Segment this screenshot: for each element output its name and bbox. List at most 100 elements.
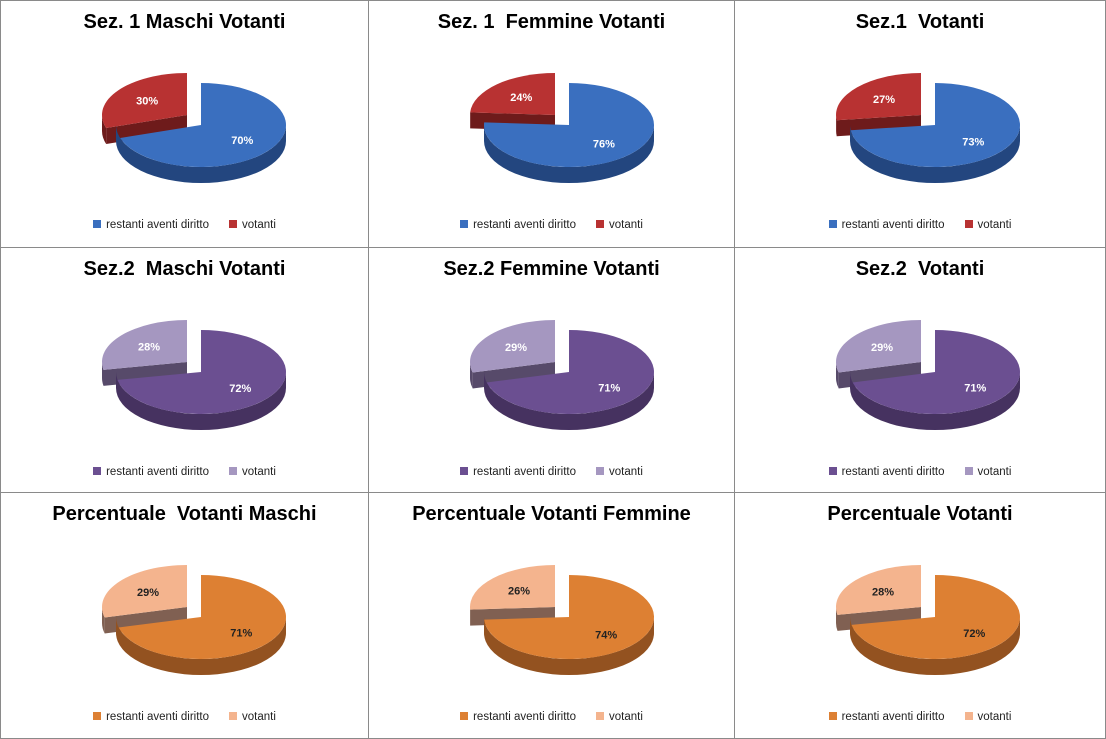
legend-label: votanti (609, 466, 643, 478)
legend-label: votanti (977, 219, 1012, 231)
legend-swatch (828, 467, 837, 475)
legend-item-restanti: restanti aventi diritto (460, 219, 576, 231)
legend-label: restanti aventi diritto (106, 466, 210, 478)
slice-label-restanti: 71% (230, 627, 252, 639)
chart-cell: Sez.2 Votanti 71% 29% restanti aventi dirit… (734, 247, 1106, 493)
legend-item-votanti: votanti (964, 219, 1012, 231)
legend-swatch (964, 220, 973, 228)
legend-swatch (828, 712, 837, 720)
chart-legend: restanti aventi diritto votanti (735, 711, 1105, 723)
pie-chart-svg: 76% 24% (470, 73, 654, 183)
legend-swatch (596, 712, 605, 720)
slice-label-restanti: 71% (598, 382, 620, 394)
legend-label: restanti aventi diritto (473, 711, 577, 723)
pie-slice-restanti (484, 575, 654, 675)
legend-label: votanti (242, 219, 276, 231)
legend-item-votanti: votanti (229, 466, 276, 478)
legend-swatch (229, 467, 238, 475)
pie-slice-votanti (101, 73, 187, 144)
legend-label: restanti aventi diritto (106, 219, 210, 231)
legend-item-restanti: restanti aventi diritto (828, 466, 945, 478)
pie-chart-svg: 72% 28% (836, 565, 1020, 675)
chart-title: Sez.2 Maschi Votanti (83, 258, 286, 280)
pie-chart-svg: 71% 29% (101, 565, 286, 675)
slice-label-restanti: 76% (593, 138, 615, 150)
chart-title: Sez.2 Femmine Votanti (443, 258, 660, 280)
legend-label: votanti (977, 466, 1012, 478)
legend-label: restanti aventi diritto (106, 711, 210, 723)
legend-swatch (460, 712, 469, 720)
chart-title: Sez.2 Votanti (855, 258, 985, 280)
legend-item-restanti: restanti aventi diritto (93, 219, 209, 231)
legend-label: restanti aventi diritto (473, 466, 577, 478)
chart-legend: restanti aventi diritto votanti (369, 466, 734, 478)
legend-swatch (93, 712, 102, 720)
slice-label-votanti: 24% (510, 92, 532, 104)
legend-label: restanti aventi diritto (473, 219, 577, 231)
chart-title: Sez. 1 Maschi Votanti (83, 11, 286, 33)
legend-item-restanti: restanti aventi diritto (460, 466, 576, 478)
legend-item-restanti: restanti aventi diritto (93, 711, 209, 723)
legend-item-votanti: votanti (964, 711, 1011, 723)
pie-chart-svg: 74% 26% (470, 565, 654, 675)
pie-slice-restanti (484, 83, 654, 183)
chart-cell: Percentuale Votanti Maschi 71% 29% restanti… (0, 492, 369, 739)
legend-item-votanti: votanti (596, 219, 643, 231)
pie-chart-svg: 70% 30% (101, 73, 287, 183)
slice-label-restanti: 74% (595, 629, 617, 641)
pie-chart-svg: 71% 29% (470, 320, 654, 430)
legend-swatch (93, 467, 102, 475)
legend-swatch (828, 220, 837, 228)
legend-item-restanti: restanti aventi diritto (460, 711, 576, 723)
legend-swatch (596, 220, 605, 228)
chart-legend: restanti aventi diritto votanti (369, 219, 734, 231)
legend-item-votanti: votanti (964, 466, 1012, 478)
chart-cell: Sez. 1 Femmine Votanti 76% 24% restanti ave… (368, 0, 735, 248)
pie-slice-restanti (116, 330, 286, 430)
legend-item-restanti: restanti aventi diritto (93, 466, 209, 478)
pie-chart-svg: 72% 28% (102, 320, 286, 430)
legend-label: votanti (242, 466, 276, 478)
legend-swatch (964, 467, 973, 475)
legend-swatch (229, 712, 238, 720)
legend-item-restanti: restanti aventi diritto (828, 219, 945, 231)
legend-label: votanti (609, 711, 643, 723)
legend-swatch (964, 712, 973, 720)
legend-swatch (460, 220, 469, 228)
chart-legend: restanti aventi diritto votanti (1, 466, 368, 478)
pie-slice-restanti (116, 575, 286, 675)
chart-cell: Percentuale Votanti 72% 28% restanti aventi… (734, 492, 1106, 739)
chart-cell: Percentuale Votanti Femmine 74% 26% restant… (368, 492, 735, 739)
slice-label-restanti: 72% (229, 383, 251, 395)
legend-item-votanti: votanti (596, 466, 643, 478)
chart-title: Percentuale Votanti Maschi (52, 503, 317, 525)
chart-title: Sez. 1 Femmine Votanti (437, 11, 666, 33)
legend-item-votanti: votanti (229, 219, 276, 231)
pie-slice-restanti (484, 330, 654, 430)
slice-label-restanti: 73% (962, 137, 984, 149)
legend-label: restanti aventi diritto (841, 711, 945, 723)
slice-label-votanti: 29% (137, 587, 159, 599)
legend-swatch (460, 467, 469, 475)
chart-legend: restanti aventi diritto votanti (1, 711, 368, 723)
legend-item-votanti: votanti (229, 711, 276, 723)
legend-swatch (596, 467, 605, 475)
chart-cell: Sez.1 Votanti 73% 27% restanti aventi dirit… (734, 0, 1106, 248)
legend-label: restanti aventi diritto (841, 219, 945, 231)
chart-cell: Sez. 1 Maschi Votanti 70% 30% restanti aven… (0, 0, 369, 248)
slice-label-restanti: 71% (964, 382, 986, 394)
slice-label-restanti: 72% (963, 628, 985, 640)
slice-label-restanti: 70% (231, 135, 253, 147)
legend-label: restanti aventi diritto (841, 466, 945, 478)
slice-label-votanti: 26% (508, 585, 530, 597)
legend-item-votanti: votanti (596, 711, 643, 723)
chart-title: Percentuale Votanti (827, 503, 1013, 525)
chart-cell: Sez.2 Femmine Votanti 71% 29% restanti aven… (368, 247, 735, 493)
chart-title: Sez.1 Votanti (855, 11, 985, 33)
pie-chart-svg: 71% 29% (836, 320, 1020, 430)
chart-legend: restanti aventi diritto votanti (369, 711, 734, 723)
slice-label-votanti: 29% (871, 342, 893, 354)
pie-slice-restanti (116, 83, 287, 183)
pie-chart-svg: 73% 27% (836, 72, 1020, 183)
